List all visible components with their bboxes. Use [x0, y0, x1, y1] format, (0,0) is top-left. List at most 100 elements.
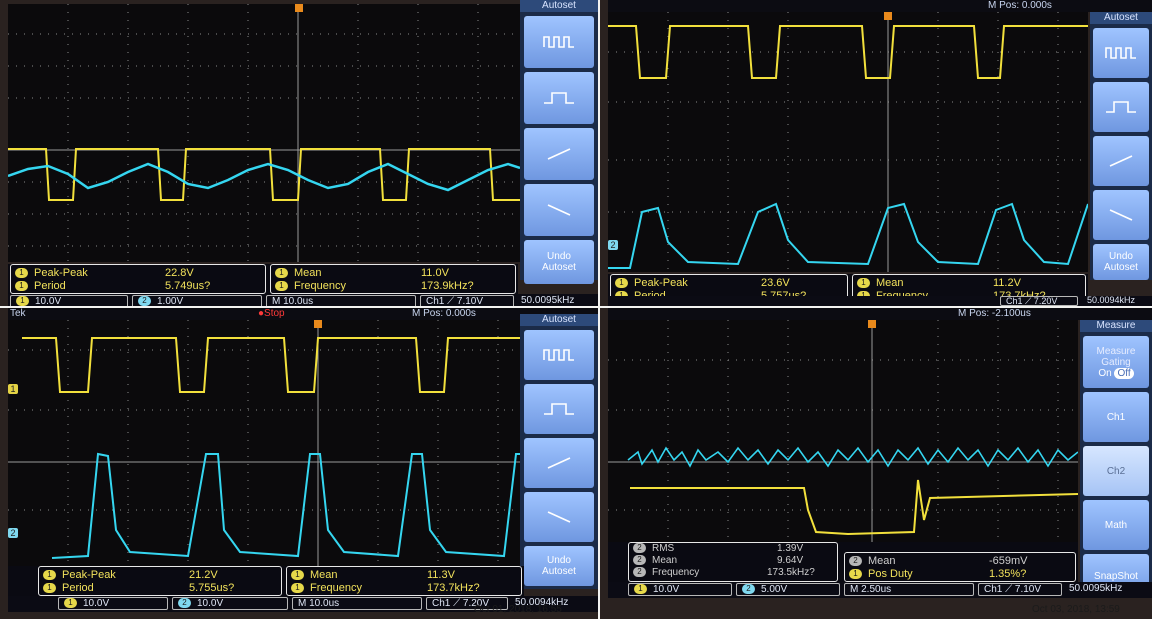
side-menu: Autoset Undo Autoset — [520, 0, 598, 284]
autoset-multi-cycle-button[interactable] — [1093, 28, 1149, 78]
measurement-label: Peak-Peak — [634, 277, 688, 289]
measurement-label: Peak-Peak — [62, 569, 116, 581]
measurement-box-right: 2 Mean -659mV 1 Pos Duty 1.35%? — [844, 552, 1076, 582]
measurement-label: RMS — [652, 543, 675, 554]
waveform-display — [8, 4, 520, 262]
status-bar: 1 10.0V 2 10.0V M 10.0us Ch1 ⟋ 7.20V 50.00… — [8, 596, 598, 612]
ch1-measure-button[interactable]: Ch1 — [1083, 392, 1149, 442]
date-time-stamp: Oct 03, 2018, 13:59 — [1032, 604, 1120, 615]
ch1-badge: 1 — [291, 570, 304, 581]
square-wave-multi-icon — [543, 349, 574, 361]
measurement-value: 9.64V — [777, 555, 804, 566]
ch1-scale[interactable]: 1 10.0V — [10, 295, 128, 306]
measurement-row: 1 Frequency — [291, 582, 362, 596]
ch1-badge: 1 — [64, 598, 77, 609]
trigger-level[interactable]: Ch1 ⟋ 7.20V — [426, 597, 508, 610]
m-pos-readout: M Pos: 0.000s — [412, 308, 476, 319]
ch2-badge: 2 — [633, 567, 646, 578]
ch1-badge: 1 — [15, 268, 28, 279]
measurement-label: Period — [62, 582, 94, 594]
rising-edge-icon — [1109, 155, 1133, 167]
measurement-row: 2 RMS — [633, 543, 674, 557]
ch2-trace — [8, 162, 520, 192]
waveform-display: 1 2 — [8, 320, 524, 570]
ch1-ground-marker: 1 — [8, 384, 18, 394]
autoset-falling-edge-button[interactable] — [524, 492, 594, 542]
trigger-level[interactable]: Ch1 ⟋ 7.10V — [978, 583, 1062, 596]
side-menu: Autoset Undo Autoset — [1090, 12, 1152, 280]
ch2-scale[interactable]: 2 10.0V — [172, 597, 288, 610]
measurement-value: 22.8V — [165, 267, 194, 279]
run-stop-indicator[interactable]: ● Stop — [258, 308, 285, 319]
measurement-value: 5.749us? — [165, 280, 211, 292]
ch1-trace — [22, 337, 524, 393]
waveform-traces — [8, 320, 524, 570]
autoset-falling-edge-button[interactable] — [1093, 190, 1149, 240]
gating-toggle[interactable]: On Off — [1098, 367, 1134, 379]
trigger-level[interactable]: Ch1 ⟋ 7.10V — [420, 295, 514, 306]
ch1-badge: 1 — [43, 570, 56, 581]
falling-edge-icon — [547, 511, 571, 523]
ch2-scale[interactable]: 2 1.00V — [132, 295, 262, 306]
measurement-value: 11.3V — [427, 569, 455, 581]
side-menu: Autoset Undo Autoset — [520, 314, 598, 589]
measurement-label: Frequency — [652, 567, 700, 578]
rising-edge-icon — [547, 148, 571, 160]
ch1-badge: 1 — [634, 584, 647, 595]
side-menu-header: Autoset — [520, 0, 598, 12]
side-menu-header: Autoset — [1090, 12, 1152, 24]
ch2-scale[interactable]: 2 5.00V — [736, 583, 840, 596]
scope-panel-bottom-left: Tek ● Stop M Pos: 0.000s 1 2 Autoset — [0, 308, 598, 619]
measurement-row: 1 Mean — [857, 277, 904, 291]
math-measure-button[interactable]: Math — [1083, 500, 1149, 550]
measurement-row: 1 Mean — [275, 267, 322, 281]
ch1-scale[interactable]: 1 10.0V — [58, 597, 168, 610]
measurement-readout: 1 Peak-Peak 22.8V 1 Period 5.749us? 1 Mean … — [8, 264, 518, 294]
trigger-level[interactable]: Ch1 ⟋ 7.20V — [1000, 296, 1078, 306]
ch2-badge: 2 — [849, 556, 862, 567]
measurement-value: 1.39V — [777, 543, 804, 554]
measurement-row: 1 Period — [15, 280, 66, 294]
scope-panel-top-right: M Pos: 0.000s 2 Autoset — [600, 0, 1152, 306]
timebase[interactable]: M 2.50us — [844, 583, 974, 596]
measurement-label: Period — [34, 280, 66, 292]
timebase[interactable]: M 10.0us — [292, 597, 422, 610]
ch2-measure-button[interactable]: Ch2 — [1083, 446, 1149, 496]
autoset-falling-edge-button[interactable] — [524, 184, 594, 236]
undo-autoset-button[interactable]: Undo Autoset — [1093, 244, 1149, 280]
autoset-rising-edge-button[interactable] — [1093, 136, 1149, 186]
waveform-display — [608, 320, 1078, 560]
autoset-single-cycle-button[interactable] — [524, 384, 594, 434]
undo-autoset-button[interactable]: Undo Autoset — [524, 546, 594, 586]
status-bar: 1 10.0V 2 1.00V M 10.0us Ch1 ⟋ 7.10V 50.00… — [8, 294, 598, 306]
measurement-label: Peak-Peak — [34, 267, 88, 279]
measure-gating-button[interactable]: Measure Gating On Off — [1083, 336, 1149, 388]
single-pulse-icon — [544, 403, 574, 415]
ch2-badge: 2 — [633, 555, 646, 566]
undo-autoset-button[interactable]: Undo Autoset — [524, 240, 594, 284]
ch1-trace — [8, 148, 520, 201]
autoset-multi-cycle-button[interactable] — [524, 16, 594, 68]
measurement-row: 2 Mean — [633, 555, 677, 569]
side-menu-header: Measure — [1080, 320, 1152, 332]
measurement-value: 173.9kHz? — [421, 280, 474, 292]
measurement-label: Pos Duty — [868, 568, 913, 580]
autoset-single-cycle-button[interactable] — [524, 72, 594, 124]
measurement-label: Mean — [310, 569, 338, 581]
autoset-single-cycle-button[interactable] — [1093, 82, 1149, 132]
autoset-multi-cycle-button[interactable] — [524, 330, 594, 380]
measurement-row: 2 Frequency — [633, 567, 699, 581]
measurement-box-left: 2 RMS 1.39V 2 Mean 9.64V 2 Frequency 173.5k… — [628, 542, 838, 582]
autoset-rising-edge-button[interactable] — [524, 438, 594, 488]
m-pos-readout: M Pos: -2.100us — [958, 308, 1031, 319]
waveform-display: 2 — [608, 12, 1088, 272]
ch2-badge: 2 — [742, 584, 755, 595]
measurement-readout: 2 RMS 1.39V 2 Mean 9.64V 2 Frequency 173.5k… — [608, 542, 1078, 582]
measurement-row: 1 Pos Duty — [849, 568, 913, 582]
measurement-value: 23.6V — [761, 277, 790, 289]
timebase[interactable]: M 10.0us — [266, 295, 416, 306]
ch1-scale[interactable]: 1 10.0V — [628, 583, 732, 596]
autoset-rising-edge-button[interactable] — [524, 128, 594, 180]
scope-panel-bottom-right: M Pos: -2.100us Measure Measure Gating O… — [600, 308, 1152, 619]
ch2-ground-marker: 2 — [8, 528, 18, 538]
